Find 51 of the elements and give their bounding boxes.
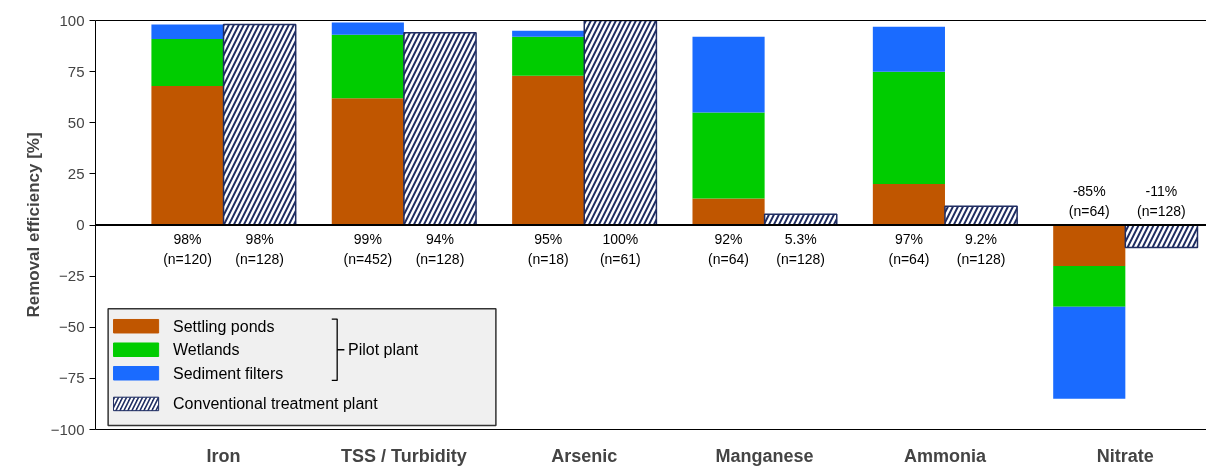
bar — [1053, 265, 1126, 307]
y-tick-label: 50 — [67, 113, 85, 131]
legend-label: Conventional treatment plant — [173, 395, 379, 413]
bar — [1053, 306, 1126, 399]
bar — [1053, 225, 1126, 266]
x-tick-label: TSS / Turbidity — [341, 445, 467, 466]
y-tick-label: 25 — [67, 164, 85, 182]
data-label: 9.2% (n=128) — [956, 231, 1006, 268]
bar — [692, 112, 765, 199]
bar — [512, 36, 585, 76]
annotation: Pilot plant — [348, 341, 419, 359]
total-label: -85% (n=64) — [1068, 182, 1110, 219]
x-tick-label: Manganese — [715, 445, 814, 466]
bar — [512, 30, 585, 37]
bar — [331, 22, 404, 35]
bar — [872, 26, 945, 72]
legend-label: Wetlands — [173, 341, 240, 359]
data-label: 5.3% (n=128) — [776, 231, 826, 268]
legend-label: Settling ponds — [173, 317, 275, 335]
legend-label: Sediment filters — [173, 364, 284, 382]
y-tick-label: −50 — [59, 318, 85, 336]
y-tick-label: −100 — [50, 420, 85, 438]
bar — [692, 198, 765, 225]
bar — [151, 24, 224, 39]
x-tick-label: Arsenic — [551, 445, 618, 466]
total-label: 97% (n=64) — [888, 231, 930, 268]
y-tick-label: 0 — [76, 216, 85, 233]
bar — [512, 75, 585, 225]
total-label: 95% (n=18) — [527, 231, 569, 268]
total-label: 92% (n=64) — [708, 231, 749, 268]
y-tick-label: 75 — [67, 62, 85, 80]
x-tick-label: Ammonia — [903, 445, 987, 466]
total-label: 98% (n=120) — [163, 231, 212, 268]
bar — [331, 98, 404, 225]
y-tick-label: −25 — [59, 267, 85, 285]
bar — [151, 38, 224, 86]
data-label: 98% (n=128) — [235, 231, 284, 268]
bar — [331, 34, 404, 99]
x-tick-label: Iron — [206, 445, 241, 466]
x-tick-label: Nitrate — [1096, 445, 1154, 466]
y-axis-title: Removal efficiency [%] — [23, 132, 43, 318]
y-tick-label: 100 — [59, 11, 85, 29]
data-label: 100% (n=61) — [599, 231, 641, 268]
data-label: 94% (n=128) — [415, 231, 465, 268]
bar — [872, 184, 945, 225]
y-tick-label: −75 — [59, 369, 85, 387]
data-label: -11% (n=128) — [1137, 182, 1186, 219]
bar — [872, 71, 945, 185]
bar — [692, 36, 765, 113]
total-label: 99% (n=452) — [343, 231, 393, 268]
bar — [151, 85, 224, 225]
